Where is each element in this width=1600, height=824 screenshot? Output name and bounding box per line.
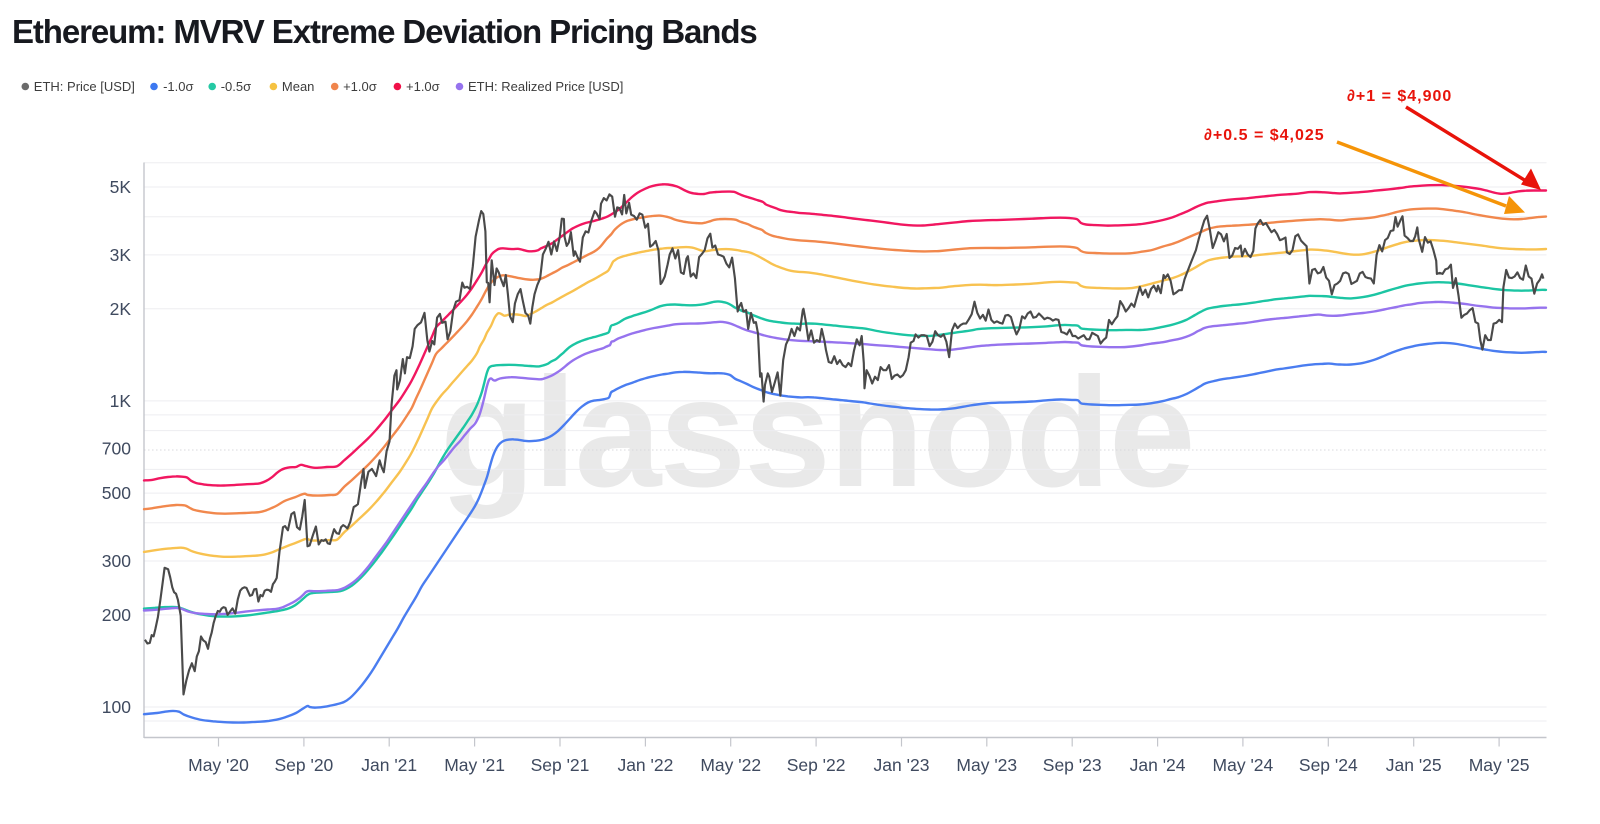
svg-text:Jan '23: Jan '23: [874, 755, 930, 775]
svg-text:Ethereum: MVRV Extreme Deviati: Ethereum: MVRV Extreme Deviation Pricing…: [12, 13, 757, 50]
svg-text:300: 300: [102, 551, 131, 571]
svg-text:Sep '21: Sep '21: [531, 755, 590, 775]
svg-text:May '25: May '25: [1469, 755, 1530, 775]
svg-text:3K: 3K: [110, 245, 132, 265]
svg-text:-1.0σ: -1.0σ: [163, 79, 193, 94]
svg-text:Jan '21: Jan '21: [361, 755, 417, 775]
svg-text:100: 100: [102, 697, 131, 717]
svg-text:1K: 1K: [110, 391, 132, 411]
svg-text:ETH: Price [USD]: ETH: Price [USD]: [34, 79, 135, 94]
svg-text:Sep '23: Sep '23: [1043, 755, 1102, 775]
svg-text:May '22: May '22: [700, 755, 761, 775]
svg-text:May '20: May '20: [188, 755, 249, 775]
svg-text:-0.5σ: -0.5σ: [221, 79, 251, 94]
svg-text:+1.0σ: +1.0σ: [343, 79, 377, 94]
svg-text:Sep '24: Sep '24: [1299, 755, 1358, 775]
svg-text:2K: 2K: [110, 299, 132, 319]
svg-text:glassnode: glassnode: [440, 346, 1194, 520]
svg-text:+1.0σ: +1.0σ: [406, 79, 440, 94]
svg-text:Sep '20: Sep '20: [274, 755, 333, 775]
svg-text:May '23: May '23: [956, 755, 1017, 775]
svg-text:200: 200: [102, 605, 131, 625]
svg-text:Jan '25: Jan '25: [1386, 755, 1442, 775]
svg-text:May '21: May '21: [444, 755, 505, 775]
svg-text:Jan '22: Jan '22: [617, 755, 673, 775]
svg-text:700: 700: [102, 438, 131, 458]
svg-text:May '24: May '24: [1213, 755, 1274, 775]
svg-text:∂+1 = $4,900: ∂+1 = $4,900: [1347, 88, 1452, 105]
svg-text:Mean: Mean: [282, 79, 315, 94]
svg-text:ETH: Realized Price [USD]: ETH: Realized Price [USD]: [468, 79, 623, 94]
svg-text:Sep '22: Sep '22: [787, 755, 846, 775]
svg-text:∂+0.5 = $4,025: ∂+0.5 = $4,025: [1204, 127, 1325, 144]
svg-text:Jan '24: Jan '24: [1130, 755, 1186, 775]
svg-text:500: 500: [102, 483, 131, 503]
svg-text:5K: 5K: [110, 177, 132, 197]
